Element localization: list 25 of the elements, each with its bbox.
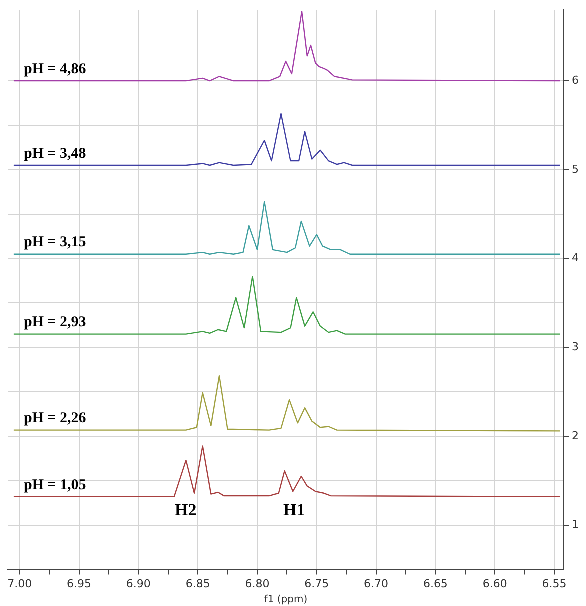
x-tick-label: 6.55 [542, 577, 567, 590]
annotation: H1 [283, 500, 306, 520]
series-label: pH = 3,48 [24, 146, 86, 162]
y-tick-label: 4 [572, 252, 579, 265]
y-tick-label: 5 [572, 162, 579, 176]
x-tick-label: 6.70 [364, 577, 389, 590]
x-tick-label: 6.85 [186, 577, 210, 590]
x-tick-label: 6.60 [482, 577, 508, 590]
y-tick-label: 1 [572, 518, 579, 532]
x-tick-label: 6.80 [245, 577, 270, 590]
x-tick-label: 6.65 [423, 577, 448, 590]
series-label: pH = 4,86 [24, 61, 87, 78]
x-axis-title: f1 (ppm) [264, 594, 308, 606]
annotation: H2 [175, 500, 197, 520]
x-tick-label: 7.00 [8, 577, 32, 590]
series-label: pH = 1,05 [24, 477, 86, 494]
y-tick-label: 2 [572, 429, 579, 442]
y-tick-label: 3 [572, 340, 579, 354]
x-tick-label: 6.75 [304, 577, 330, 590]
y-tick-label: 6 [572, 74, 579, 87]
x-tick-label: 6.95 [67, 577, 92, 590]
series-label: pH = 2,93 [24, 314, 86, 331]
x-tick-label: 6.90 [126, 577, 151, 590]
series-label: pH = 2,26 [24, 410, 87, 427]
series-label: pH = 3,15 [24, 234, 86, 251]
